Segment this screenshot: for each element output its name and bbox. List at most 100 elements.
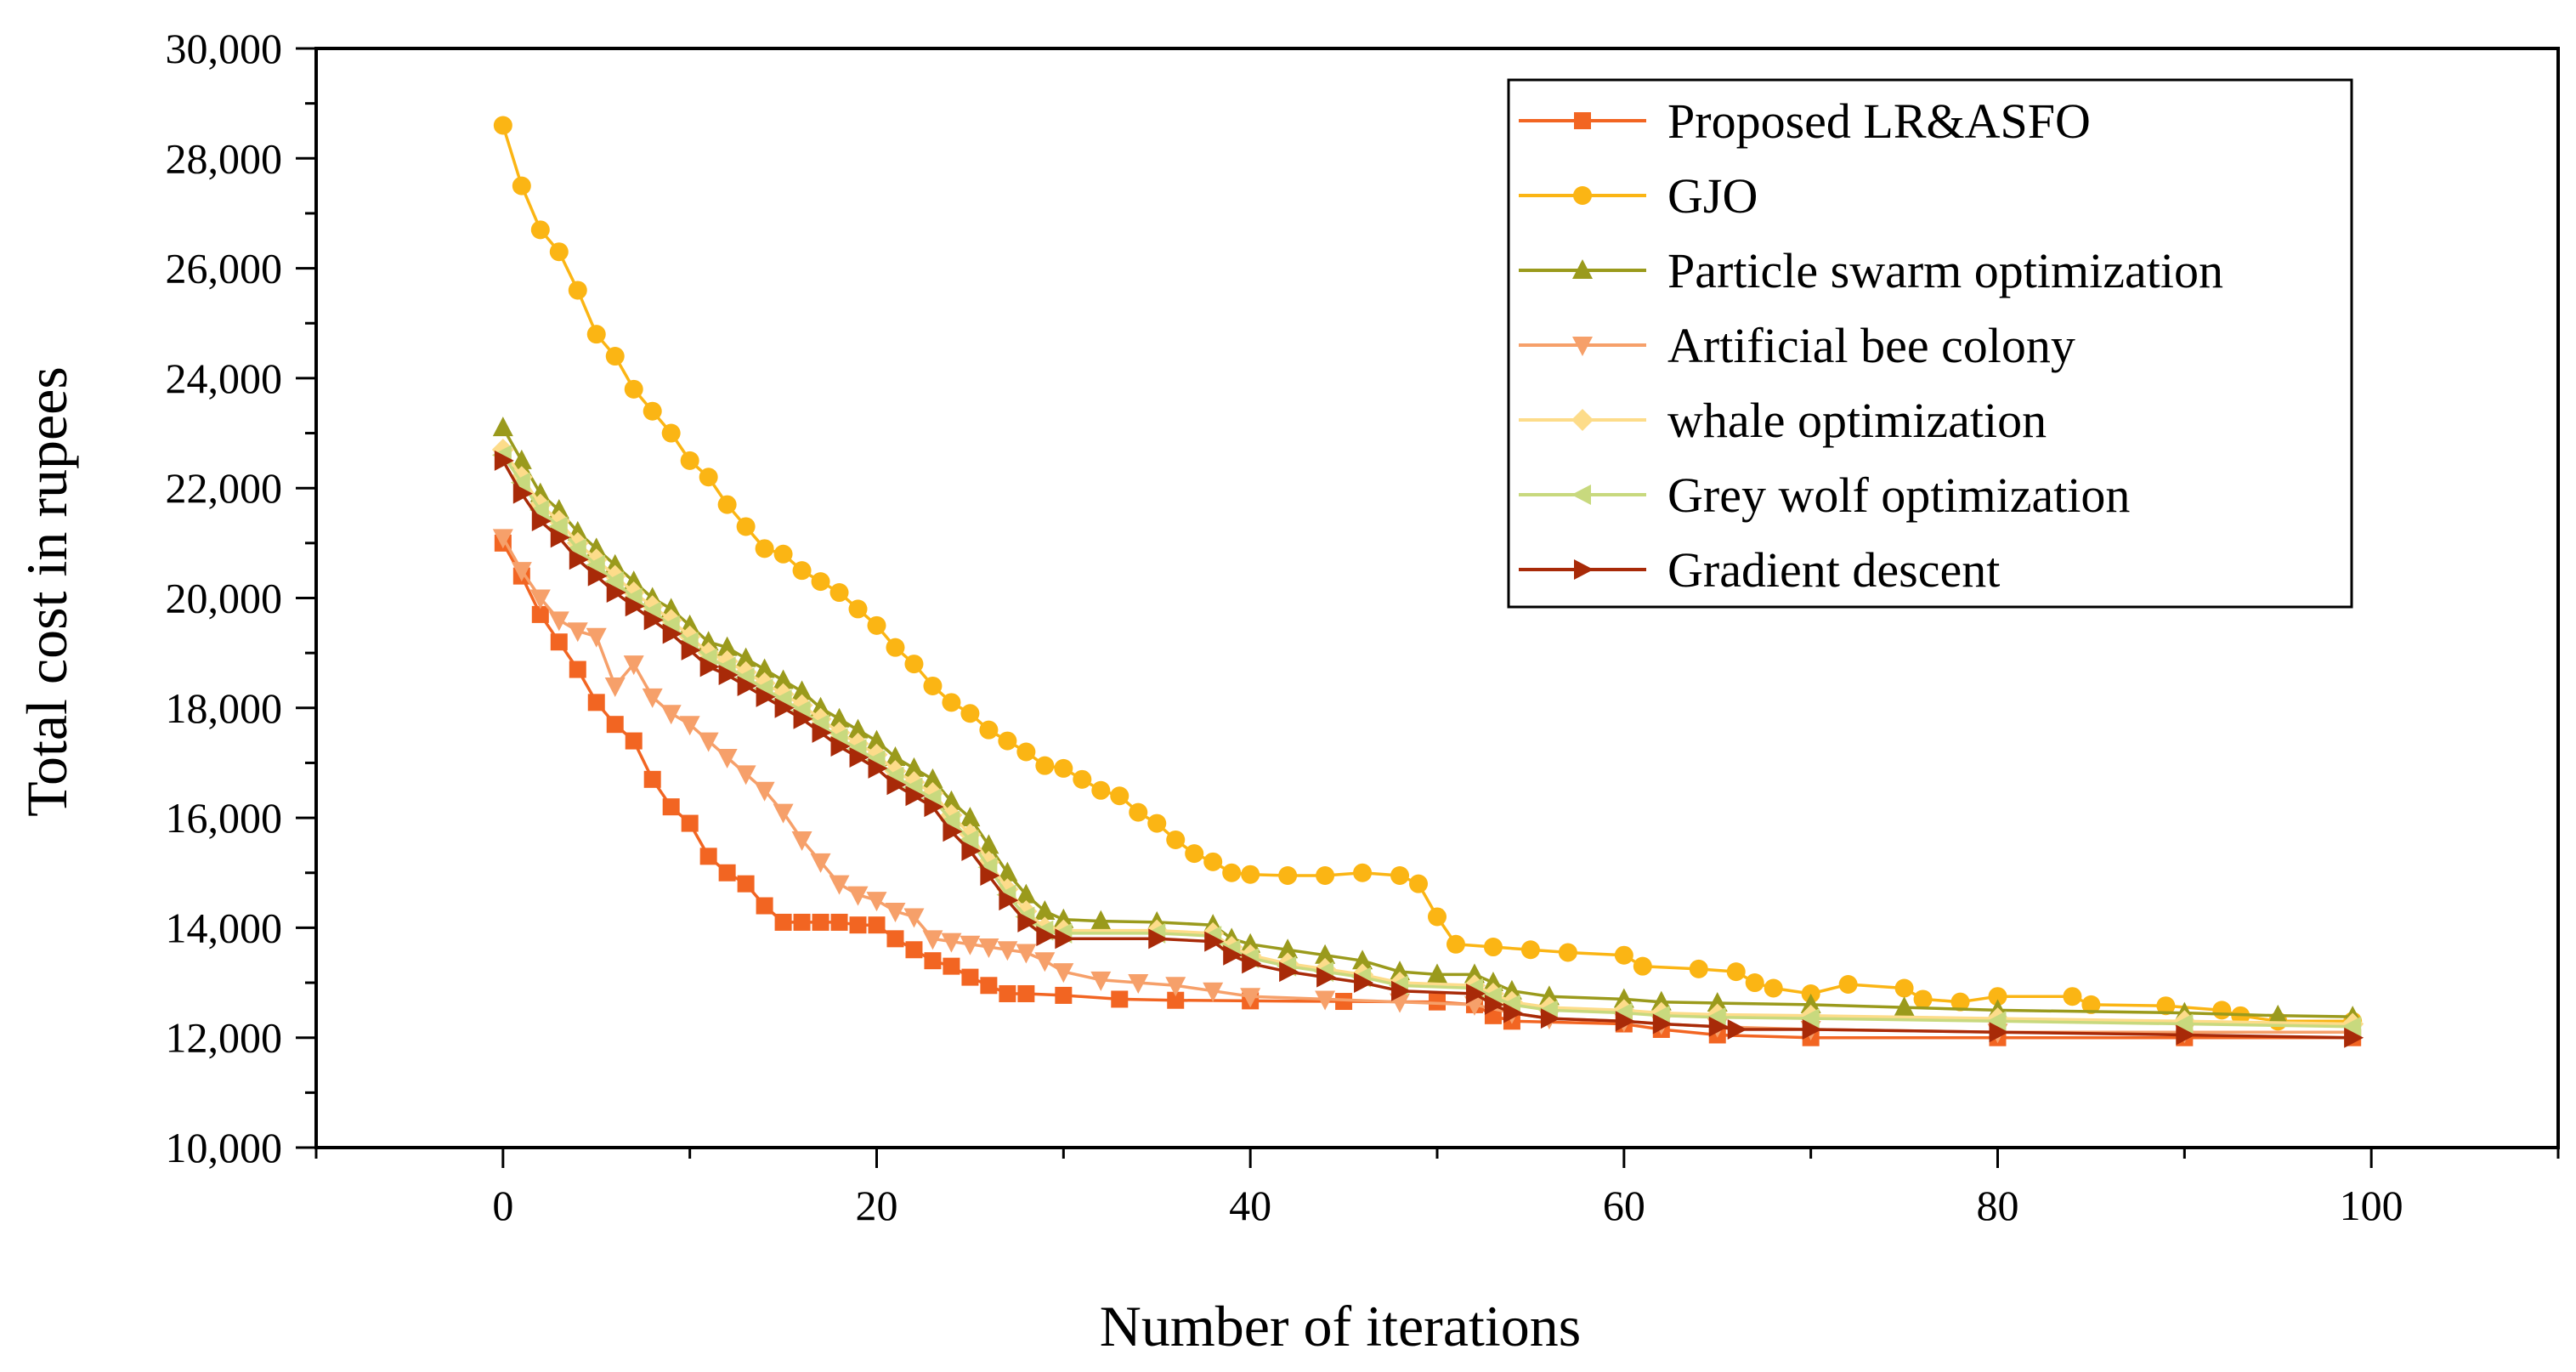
data-point — [604, 553, 626, 574]
data-point — [829, 875, 850, 895]
data-point — [1707, 991, 1728, 1012]
data-point — [960, 935, 981, 955]
legend-label: Grey wolf optimization — [1667, 468, 2130, 523]
data-point — [960, 807, 981, 827]
data-point — [773, 803, 794, 824]
legend-label: Particle swarm optimization — [1667, 243, 2223, 298]
data-point — [2173, 1013, 2194, 1035]
data-point — [868, 757, 888, 779]
data-point — [940, 810, 960, 831]
data-point — [566, 538, 586, 559]
legend-item: Particle swarm optimization — [1519, 243, 2223, 298]
data-point — [941, 790, 962, 810]
y-tick-label: 30,000 — [166, 25, 283, 72]
data-point — [1016, 742, 1036, 762]
data-point — [1016, 944, 1037, 964]
data-point — [1203, 982, 1224, 1002]
data-point — [1484, 994, 1504, 1015]
data-point — [1016, 883, 1037, 904]
data-point — [942, 693, 961, 712]
data-point — [1335, 993, 1353, 1011]
legend-swatch-marker — [1571, 485, 1591, 505]
data-point — [1315, 990, 1336, 1011]
data-point — [978, 938, 999, 959]
data-point — [1427, 963, 1447, 984]
data-point — [1464, 963, 1485, 984]
data-point — [717, 495, 737, 514]
data-point — [1222, 863, 1242, 882]
data-point — [548, 499, 569, 519]
y-tick-label: 24,000 — [166, 354, 283, 402]
data-point — [1278, 865, 1298, 885]
y-tick-label: 20,000 — [166, 575, 283, 622]
data-point — [755, 539, 774, 558]
data-point — [905, 785, 926, 807]
series-1 — [493, 116, 2363, 1031]
data-point — [716, 636, 738, 656]
x-tick-label: 0 — [492, 1182, 513, 1229]
data-point — [922, 768, 943, 788]
data-point — [904, 655, 924, 674]
series-line — [501, 541, 2353, 1040]
data-point — [1090, 971, 1112, 991]
data-point — [681, 639, 701, 660]
data-point — [2081, 995, 2101, 1014]
data-point — [886, 930, 904, 948]
data-point — [529, 500, 549, 521]
data-point — [774, 913, 792, 931]
legend-swatch-marker — [1572, 259, 1593, 279]
data-point — [1465, 983, 1486, 1004]
data-point — [512, 483, 533, 504]
data-point — [754, 781, 775, 802]
legend-swatch-marker — [1571, 409, 1594, 431]
data-point — [1204, 931, 1225, 952]
data-point — [773, 544, 793, 564]
legend-swatch-marker — [1573, 186, 1592, 205]
data-point — [604, 677, 626, 697]
data-point — [756, 897, 773, 915]
data-point — [1986, 1011, 2007, 1032]
data-point — [548, 611, 569, 632]
data-point — [1128, 974, 1149, 995]
data-point — [791, 680, 812, 700]
data-point — [1558, 943, 1577, 962]
x-tick-label: 100 — [2340, 1182, 2403, 1229]
data-point — [587, 565, 608, 587]
data-point — [625, 596, 645, 617]
data-point — [1223, 944, 1243, 966]
data-point — [792, 561, 812, 581]
data-point — [1989, 1022, 2009, 1043]
y-tick-label: 10,000 — [166, 1124, 283, 1171]
data-point — [1055, 986, 1073, 1004]
data-point — [849, 746, 869, 768]
data-point — [999, 984, 1016, 1002]
data-point — [550, 633, 568, 651]
data-point — [531, 510, 552, 531]
data-point — [1446, 934, 1465, 954]
data-point — [2344, 1027, 2364, 1048]
data-point — [1240, 933, 1261, 953]
data-point — [886, 774, 907, 796]
data-point — [529, 589, 551, 609]
data-point — [1726, 962, 1746, 982]
data-point — [567, 622, 588, 643]
legend-label: Proposed LR&ASFO — [1667, 94, 2091, 149]
data-point — [606, 716, 624, 734]
data-point — [1036, 926, 1056, 947]
data-point — [2341, 1016, 2362, 1037]
y-tick-label: 16,000 — [166, 794, 283, 842]
data-point — [1894, 996, 1915, 1017]
x-axis-title: Number of iterations — [1100, 1294, 1582, 1358]
data-point — [585, 554, 605, 575]
data-point — [662, 623, 682, 644]
data-point — [1091, 780, 1111, 800]
data-point — [1185, 844, 1204, 864]
data-point — [1745, 973, 1764, 993]
data-point — [866, 729, 887, 750]
data-point — [941, 933, 962, 953]
x-tick-label: 60 — [1603, 1182, 1645, 1229]
data-point — [1242, 953, 1262, 974]
data-point — [643, 609, 664, 631]
